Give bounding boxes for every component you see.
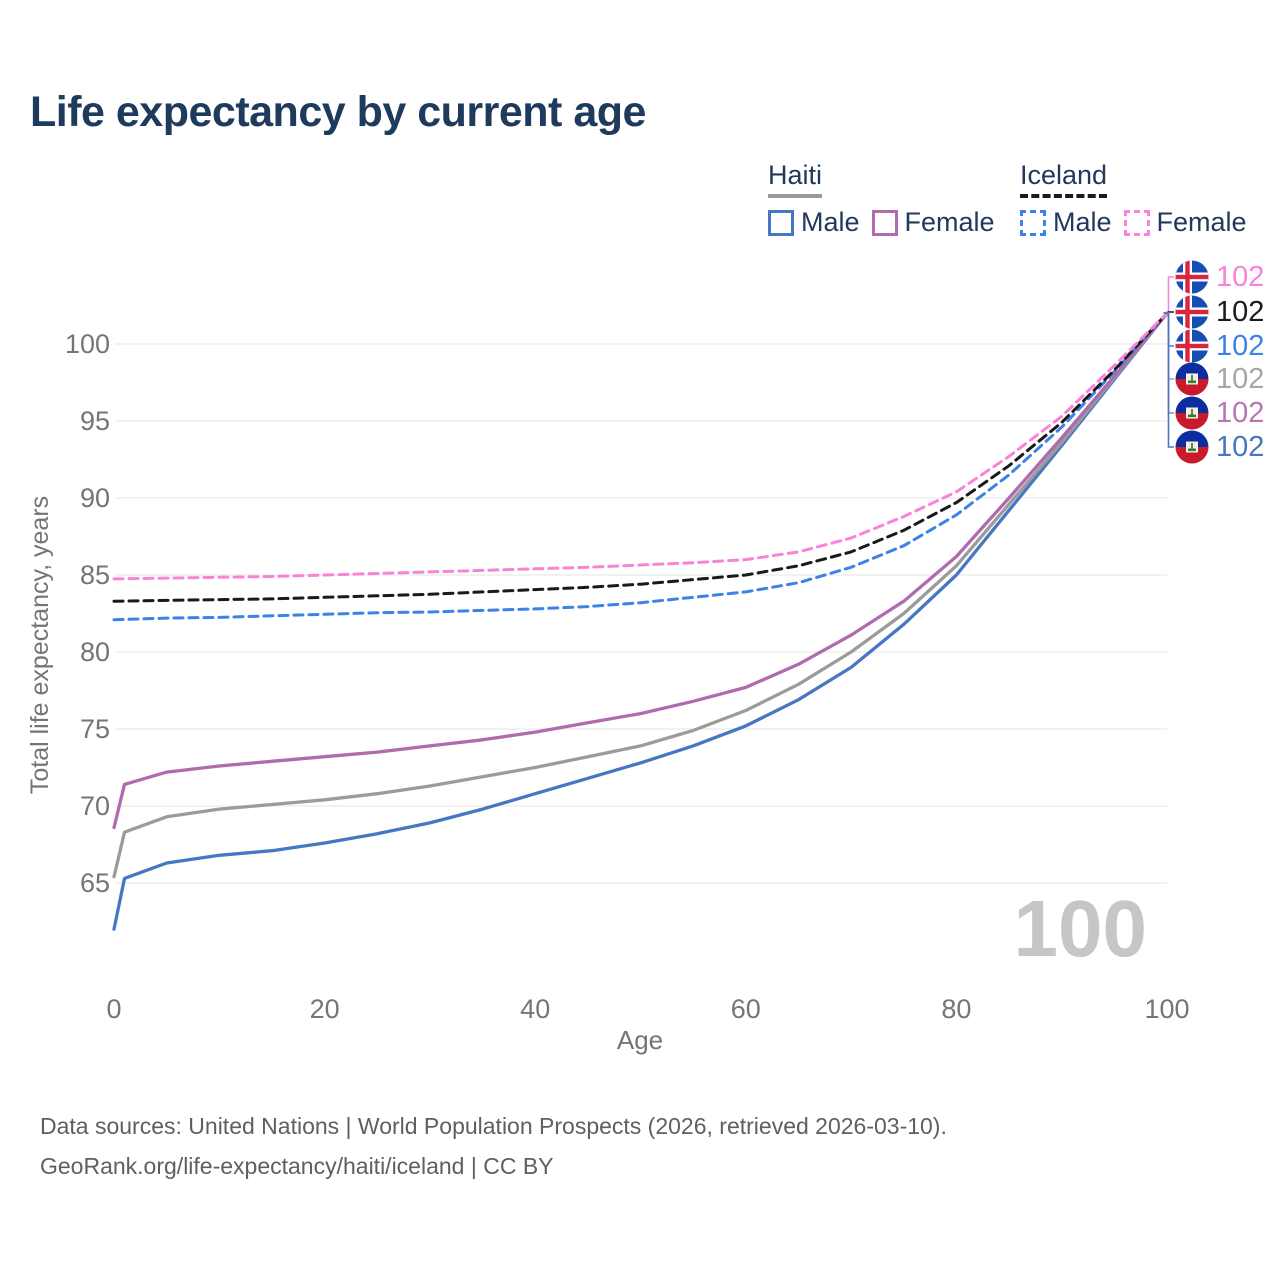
x-tick-0: 0 [106, 994, 121, 1024]
footer: Data sources: United Nations | World Pop… [40, 1106, 947, 1186]
iceland-flag-icon [1175, 295, 1209, 329]
x-tick-100: 100 [1144, 994, 1189, 1024]
y-tick-70: 70 [80, 791, 110, 821]
series-line-haiti-female [112, 311, 1169, 830]
haiti-flag-icon [1175, 362, 1209, 396]
haiti-flag-icon [1175, 430, 1209, 464]
end-label-connectors [1163, 276, 1174, 448]
y-tick-75: 75 [80, 714, 110, 744]
iceland-male-swatch-icon [1020, 209, 1046, 236]
end-label-value: 102 [1216, 261, 1265, 293]
legend-item-haiti-female[interactable]: Female [871, 207, 995, 238]
end-label-haiti-male: 102 [1175, 430, 1264, 464]
legend-group-iceland: Iceland Male Female [1020, 160, 1247, 238]
series-lines [112, 311, 1169, 931]
legend-iceland-items: Male Female [1020, 207, 1247, 238]
haiti-female-swatch-icon [871, 209, 898, 236]
legend-item-iceland-female[interactable]: Female [1123, 207, 1247, 238]
end-label-iceland-female: 102 [1175, 260, 1264, 294]
x-axis-label: Age [617, 1025, 663, 1055]
haiti-flag-icon [1175, 396, 1209, 430]
legend-item-label: Male [1053, 207, 1112, 237]
page-title: Life expectancy by current age [30, 88, 646, 136]
legend-item-label: Female [1156, 207, 1247, 237]
end-label-iceland-both-sexes: 102 [1175, 295, 1264, 329]
end-label-haiti-both-sexes: 102 [1175, 362, 1264, 396]
age-hover-indicator: 100 [1014, 884, 1147, 973]
end-label-value: 102 [1216, 363, 1265, 395]
x-tick-20: 20 [310, 994, 340, 1024]
y-tick-65: 65 [80, 868, 110, 898]
series-line-iceland-male [112, 311, 1169, 622]
y-tick-95: 95 [80, 406, 110, 436]
iceland-flag-icon [1175, 329, 1209, 363]
connector-haiti-male [1163, 312, 1174, 448]
y-axis-label: Total life expectancy, years [26, 496, 54, 794]
end-label-value: 102 [1216, 330, 1265, 362]
footer-url-line: GeoRank.org/life-expectancy/haiti/icelan… [40, 1153, 554, 1179]
y-tick-85: 85 [80, 560, 110, 590]
y-tick-100: 100 [65, 329, 110, 359]
x-tick-60: 60 [731, 994, 761, 1024]
footer-sources-line: Data sources: United Nations | World Pop… [40, 1113, 947, 1139]
series-line-iceland-female [112, 311, 1169, 581]
legend-item-label: Female [904, 207, 995, 237]
y-tick-80: 80 [80, 637, 110, 667]
legend-haiti-label[interactable]: Haiti [768, 160, 823, 198]
legend-item-iceland-male[interactable]: Male [1020, 207, 1112, 238]
end-label-value: 102 [1216, 431, 1265, 463]
end-label-value: 102 [1216, 296, 1265, 328]
gridlines-and-ticks: 65 70 75 80 85 90 95 100 0 20 40 60 80 100 [65, 329, 1190, 1024]
haiti-male-swatch-icon [768, 209, 794, 236]
legend-iceland-label[interactable]: Iceland [1020, 160, 1108, 198]
legend-item-label: Male [801, 207, 860, 237]
x-tick-80: 80 [941, 994, 971, 1024]
end-label-iceland-male: 102 [1175, 329, 1264, 363]
legend-item-haiti-male[interactable]: Male [768, 207, 860, 238]
x-tick-40: 40 [520, 994, 550, 1024]
iceland-female-swatch-icon [1123, 209, 1150, 236]
series-line-haiti-male [112, 311, 1169, 931]
y-tick-90: 90 [80, 483, 110, 513]
series-line-haiti-both [112, 311, 1169, 879]
legend-group-haiti: Haiti Male Female [768, 160, 995, 238]
connector-iceland-female [1163, 276, 1174, 314]
legend-haiti-items: Male Female [768, 207, 995, 238]
iceland-flag-icon [1175, 260, 1209, 294]
series-line-iceland-both [112, 311, 1169, 603]
end-label-value: 102 [1216, 397, 1265, 429]
end-label-haiti-female: 102 [1175, 396, 1264, 430]
